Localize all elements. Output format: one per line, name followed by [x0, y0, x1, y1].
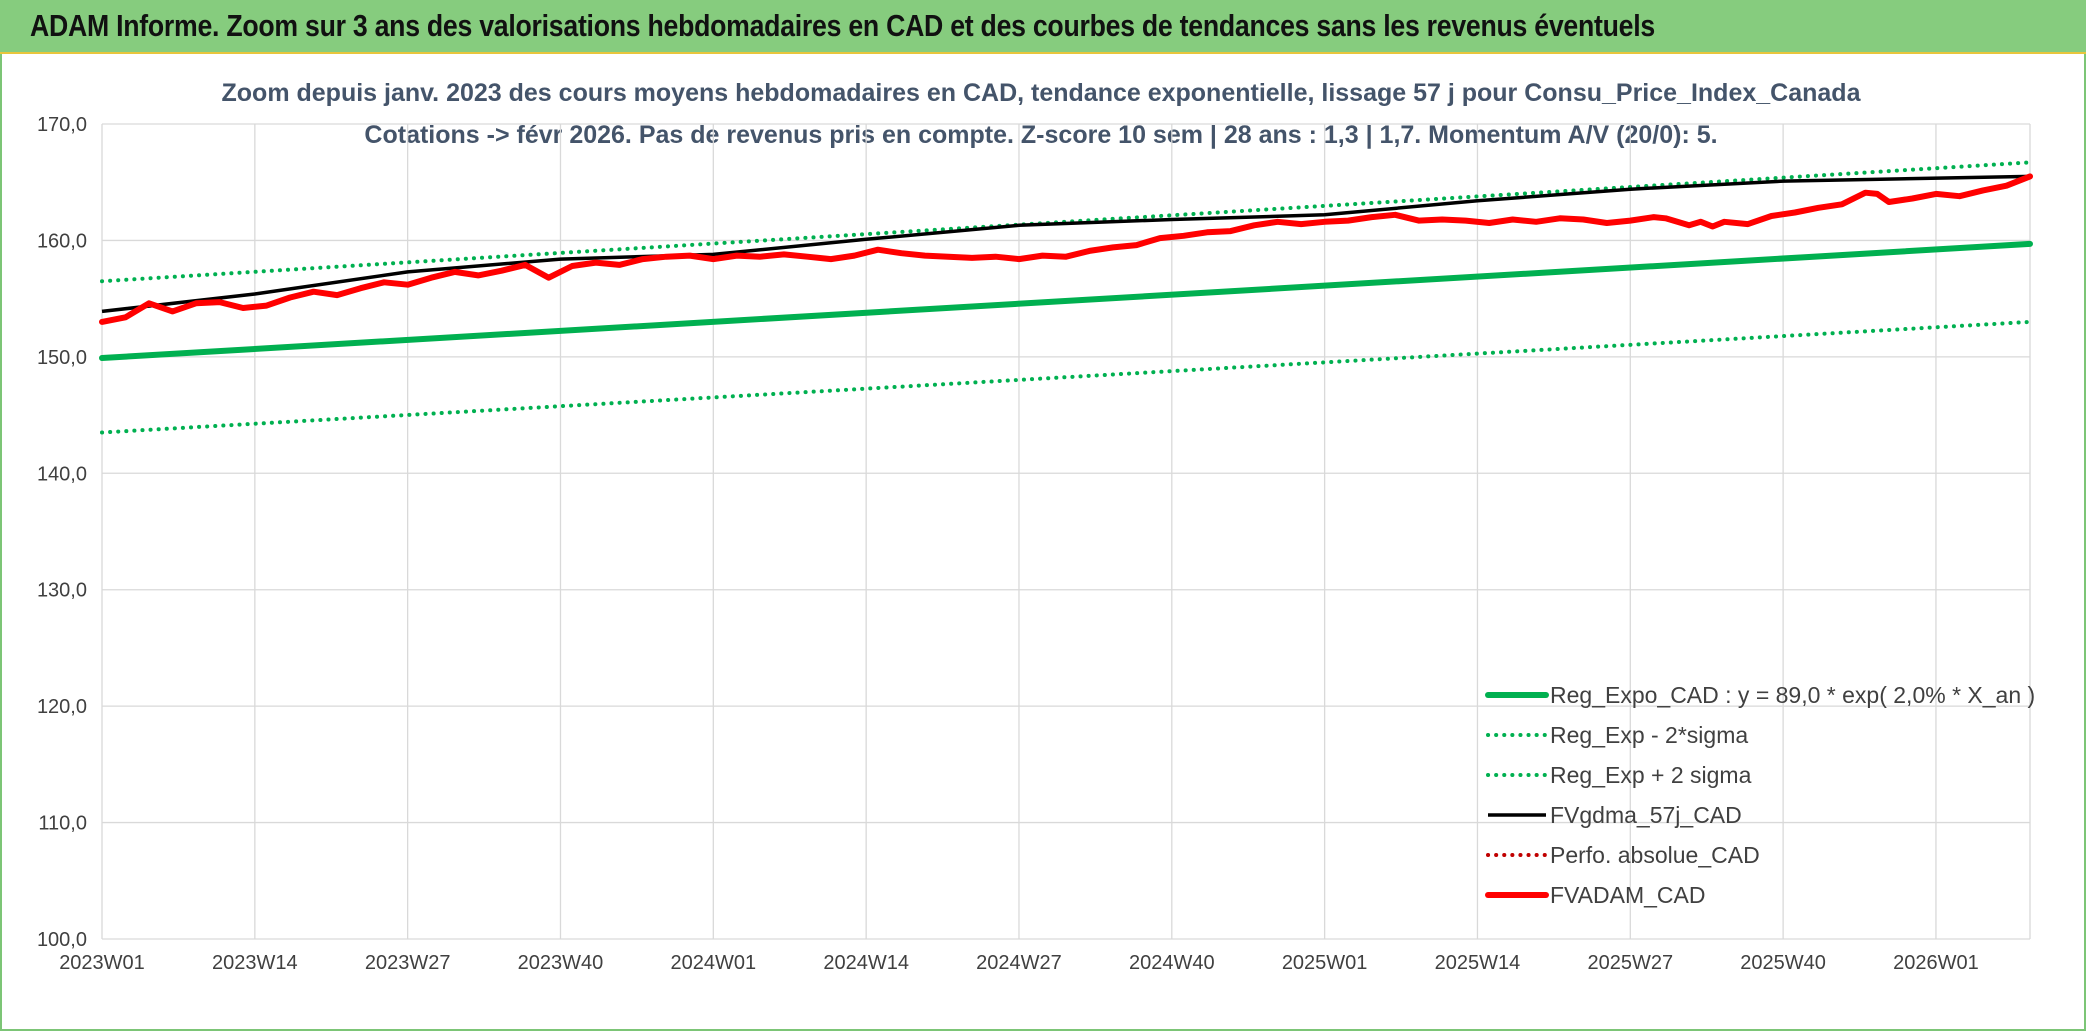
x-tick-label: 2025W01 — [1282, 952, 1368, 974]
y-axis: 100,0 110,0 120,0 130,0 140,0 150,0 160,0 170,0 — [37, 114, 87, 951]
chart-subtitle-line1: Zoom depuis janv. 2023 des cours moyens … — [222, 79, 1862, 107]
grid — [101, 123, 2031, 940]
legend: Reg_Expo_CAD : y = 89,0 * exp( 2,0% * X_… — [1485, 682, 2035, 908]
chart-subtitle-line2: Cotations -> févr 2026. Pas de revenus p… — [364, 121, 1717, 149]
chart: Zoom depuis janv. 2023 des cours moyens … — [37, 79, 2035, 974]
y-tick-label: 170,0 — [37, 114, 87, 136]
legend-label-4: Perfo. absolue_CAD — [1550, 842, 1760, 868]
series-line-0 — [99, 240, 2033, 361]
x-tick-label: 2025W14 — [1435, 952, 1521, 974]
legend-label-2: Reg_Exp + 2 sigma — [1550, 762, 1752, 788]
y-tick-label: 110,0 — [38, 813, 87, 835]
x-axis: 2023W01 2023W14 2023W27 2023W40 2024W01 2024W… — [59, 952, 1979, 974]
y-tick-label: 150,0 — [37, 347, 87, 369]
page-title: ADAM Informe. Zoom sur 3 ans des valoris… — [30, 8, 1655, 43]
y-tick-label: 160,0 — [37, 230, 87, 252]
series-line-3 — [101, 174, 2031, 314]
legend-label-5: FVADAM_CAD — [1550, 882, 1706, 908]
x-tick-label: 2024W14 — [823, 952, 909, 974]
series-line-5 — [99, 173, 2033, 325]
x-tick-label: 2023W27 — [365, 952, 451, 974]
x-tick-label: 2025W40 — [1740, 952, 1826, 974]
series-line-1 — [100, 319, 2032, 435]
x-tick-label: 2023W01 — [59, 952, 145, 974]
legend-label-1: Reg_Exp - 2*sigma — [1550, 722, 1748, 748]
x-tick-label: 2024W40 — [1129, 952, 1215, 974]
x-tick-label: 2023W14 — [212, 952, 298, 974]
y-tick-label: 120,0 — [37, 696, 87, 718]
x-tick-label: 2023W40 — [518, 952, 604, 974]
x-tick-label: 2025W27 — [1587, 952, 1673, 974]
header-banner: ADAM Informe. Zoom sur 3 ans des valoris… — [0, 0, 2086, 54]
legend-label-0: Reg_Expo_CAD : y = 89,0 * exp( 2,0% * X_… — [1550, 682, 2035, 708]
y-tick-label: 140,0 — [37, 463, 87, 485]
y-tick-label: 100,0 — [37, 929, 87, 951]
x-tick-label: 2024W27 — [976, 952, 1062, 974]
y-tick-label: 130,0 — [37, 580, 87, 602]
x-tick-label: 2024W01 — [671, 952, 757, 974]
series-lines — [99, 160, 2033, 435]
x-tick-label: 2026W01 — [1893, 952, 1979, 974]
legend-label-3: FVgdma_57j_CAD — [1550, 802, 1742, 828]
